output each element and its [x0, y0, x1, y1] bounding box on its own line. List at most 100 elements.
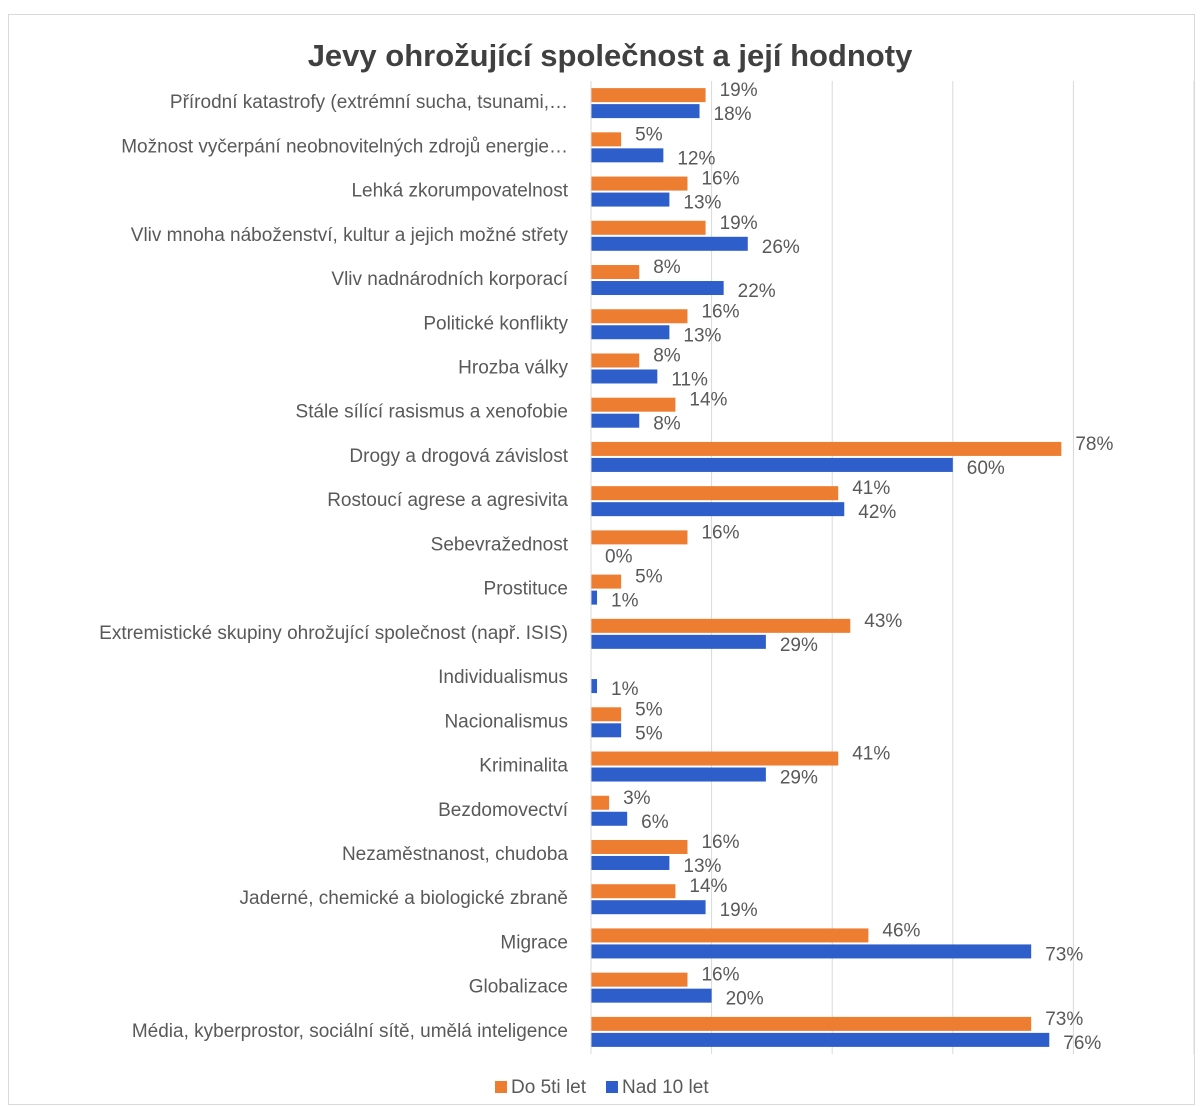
data-label: 3%: [623, 788, 651, 809]
data-label: 5%: [635, 723, 663, 744]
data-label: 16%: [701, 522, 739, 543]
bar: [591, 767, 766, 782]
bar: [591, 220, 706, 235]
bar: [591, 281, 724, 296]
data-label: 6%: [641, 812, 669, 833]
data-label: 14%: [689, 390, 727, 411]
data-label: 19%: [720, 900, 758, 921]
data-label: 13%: [683, 325, 721, 346]
bar: [591, 1032, 1050, 1047]
legend-swatch: [495, 1081, 507, 1093]
bar: [591, 441, 1062, 456]
data-label: 16%: [701, 169, 739, 190]
legend-swatch: [605, 1081, 618, 1093]
y-tick-label: Sebevražednost: [431, 534, 569, 555]
data-label: 29%: [780, 768, 818, 789]
y-tick-label: Média, kyberprostor, sociální sítě, uměl…: [132, 1021, 568, 1042]
y-tick-label: Nacionalismus: [444, 711, 568, 732]
data-label: 1%: [611, 679, 639, 700]
bar: [591, 574, 622, 589]
data-label: 16%: [701, 832, 739, 853]
data-label: 46%: [882, 920, 920, 941]
bar: [591, 634, 766, 649]
bar: [591, 618, 851, 633]
bar: [591, 928, 869, 943]
bar: [591, 900, 706, 915]
bar: [591, 486, 839, 501]
y-tick-label: Kriminalita: [479, 756, 568, 777]
data-label: 13%: [683, 856, 721, 877]
y-tick-label: Vliv mnoha náboženství, kultur a jejich …: [131, 225, 569, 246]
bar: [591, 325, 670, 340]
bar: [591, 530, 688, 545]
data-label: 43%: [864, 611, 902, 632]
bar: [591, 309, 688, 324]
data-label: 1%: [611, 591, 639, 612]
y-tick-label: Nezaměstnanost, chudoba: [342, 844, 568, 865]
bar: [591, 795, 610, 810]
data-label: 12%: [677, 148, 715, 169]
bar: [591, 944, 1032, 959]
data-label: 8%: [653, 257, 681, 278]
bar: [591, 397, 676, 412]
data-label: 16%: [701, 301, 739, 322]
data-label: 11%: [671, 369, 708, 390]
legend-label: Nad 10 let: [622, 1077, 709, 1098]
y-tick-label: Individualismus: [438, 667, 568, 688]
bar: [591, 723, 622, 738]
bar: [591, 1016, 1032, 1031]
data-label: 8%: [653, 345, 681, 366]
data-label: 14%: [689, 876, 727, 897]
data-label: 5%: [635, 124, 663, 145]
bar: [591, 707, 622, 722]
bar: [591, 884, 676, 899]
data-label: 13%: [683, 193, 721, 214]
data-label: 5%: [635, 699, 663, 720]
bar: [591, 265, 640, 280]
bar: [591, 855, 670, 870]
y-tick-label: Jaderné, chemické a biologické zbraně: [240, 888, 568, 909]
bar: [591, 590, 598, 605]
data-label: 8%: [653, 414, 681, 435]
data-label: 0%: [605, 546, 633, 567]
data-label: 5%: [635, 567, 663, 588]
bar: [591, 839, 688, 854]
bar: [591, 502, 845, 517]
y-tick-label: Migrace: [500, 932, 568, 953]
legend-label: Do 5ti let: [511, 1077, 587, 1098]
y-tick-label: Vliv nadnárodních korporací: [331, 269, 568, 290]
data-label: 42%: [858, 502, 896, 523]
data-label: 73%: [1045, 944, 1083, 965]
data-label: 19%: [720, 213, 758, 234]
data-label: 29%: [780, 635, 818, 656]
data-label: 26%: [762, 237, 800, 258]
y-tick-label: Lehká zkorumpovatelnost: [351, 181, 568, 202]
bar: [591, 176, 688, 191]
data-label: 78%: [1075, 434, 1113, 455]
y-tick-label: Prostituce: [484, 579, 568, 600]
data-label: 76%: [1063, 1033, 1101, 1054]
data-label: 41%: [852, 744, 890, 765]
bar: [591, 353, 640, 368]
y-tick-label: Drogy a drogová závislost: [349, 446, 568, 467]
bar: [591, 132, 622, 147]
bar: [591, 192, 670, 207]
y-tick-label: Přírodní katastrofy (extrémní sucha, tsu…: [170, 92, 568, 113]
bar: [591, 104, 700, 119]
y-tick-label: Stále sílící rasismus a xenofobie: [296, 402, 568, 423]
y-tick-label: Globalizace: [469, 977, 568, 998]
data-label: 19%: [720, 80, 758, 101]
chart-title: Jevy ohrožující společnost a její hodnot…: [308, 38, 913, 73]
bar: [591, 88, 706, 103]
y-tick-label: Možnost vyčerpání neobnovitelných zdrojů…: [121, 136, 568, 157]
bar: [591, 972, 688, 987]
data-label: 22%: [738, 281, 776, 302]
y-tick-label: Bezdomovectví: [438, 800, 569, 821]
bar: [591, 413, 640, 428]
y-tick-label: Extremistické skupiny ohrožující společn…: [99, 623, 568, 644]
bar: [591, 457, 953, 472]
bar: [591, 751, 839, 766]
data-label: 73%: [1045, 1009, 1083, 1030]
